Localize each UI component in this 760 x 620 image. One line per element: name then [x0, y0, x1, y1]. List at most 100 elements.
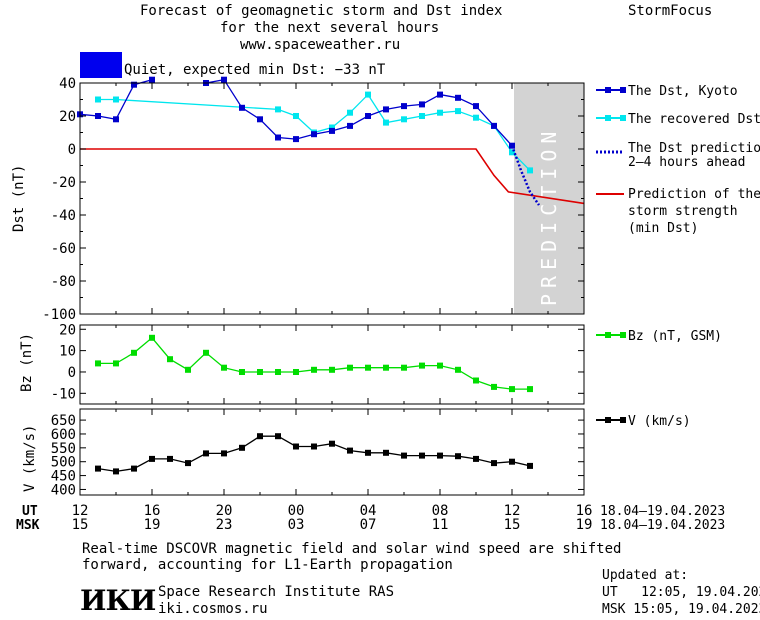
dst-kyoto-point-12 — [293, 136, 299, 143]
v-point-6 — [203, 450, 209, 457]
status-text: Quiet, expected min Dst: −33 nT — [124, 62, 386, 78]
dst-kyoto-point-10 — [257, 116, 263, 123]
legend-dst-recovered-marker — [605, 115, 611, 121]
dst-recovered-point-16 — [527, 167, 533, 174]
legend-bz-marker — [605, 332, 611, 338]
updated-ut: UT 12:05, 19.04.2023 — [602, 585, 760, 600]
status-swatch — [80, 52, 122, 78]
ut-tick-label-3: 00 — [288, 503, 305, 519]
v-point-14 — [347, 447, 353, 454]
msk-tick-label-0: 15 — [72, 517, 89, 533]
legend-v-marker — [605, 417, 611, 423]
legend-dst-kyoto-marker-2 — [620, 87, 626, 93]
dst-kyoto-point-9 — [239, 104, 245, 111]
v-point-16 — [383, 449, 389, 456]
title-line2: for the next several hours — [220, 20, 440, 36]
bz-point-10 — [275, 369, 281, 375]
bz-point-12 — [311, 366, 317, 373]
dst-kyoto-point-11 — [275, 134, 281, 141]
institute-website[interactable]: iki.cosmos.ru — [158, 601, 268, 617]
dst-kyoto-point-23 — [491, 122, 497, 129]
v-point-17 — [401, 452, 407, 459]
v-point-12 — [311, 443, 317, 450]
dst-kyoto-point-17 — [383, 106, 389, 113]
dst-kyoto-point-16 — [365, 113, 371, 119]
dst-prediction-line-0 — [510, 145, 541, 206]
bz-panel-frame — [79, 324, 585, 405]
ut-label: UT — [22, 504, 38, 519]
bz-point-1 — [113, 360, 119, 367]
v-line-0 — [97, 435, 531, 473]
dst-recovered-point-9 — [401, 116, 407, 123]
v-point-8 — [239, 444, 245, 451]
dst-ytick-label-1: -80 — [51, 274, 76, 290]
dst-axis-title: Dst (nT) — [11, 165, 27, 232]
v-point-15 — [365, 449, 371, 456]
dst-recovered-point-2 — [275, 106, 281, 113]
dst-recovered-point-15 — [509, 149, 515, 156]
ut-tick-label-2: 20 — [216, 503, 233, 519]
ut-tick-label-7: 16 — [576, 503, 593, 519]
bz-ytick-label-3: 20 — [59, 322, 76, 338]
iki-logo: ИКИ — [80, 584, 156, 617]
bz-axis-title: Bz (nT) — [19, 333, 35, 392]
legend-dst-recovered-marker-2 — [620, 115, 626, 121]
v-point-24 — [527, 462, 533, 469]
bz-point-18 — [419, 362, 425, 369]
bz-point-7 — [221, 364, 227, 371]
dst-kyoto-line-1 — [205, 78, 513, 147]
legend-dst-recovered: The recovered Dst — [628, 112, 760, 127]
bz-point-8 — [239, 369, 245, 375]
v-panel-frame — [79, 408, 585, 496]
legend: The Dst, Kyoto The recovered Dst The Dst… — [596, 84, 760, 429]
dst-kyoto-point-3 — [131, 81, 137, 88]
msk-tick-label-2: 23 — [216, 517, 233, 533]
dst-ytick-label-5: 0 — [68, 142, 76, 158]
bz-point-19 — [437, 362, 443, 369]
dst-recovered-point-13 — [473, 114, 479, 121]
dst-kyoto-point-20 — [437, 91, 443, 98]
bz-point-6 — [203, 349, 209, 356]
institute-name: Space Research Institute RAS — [158, 584, 395, 600]
dst-recovered-point-10 — [419, 113, 425, 119]
bz-point-13 — [329, 366, 335, 373]
msk-tick-label-5: 11 — [432, 517, 449, 533]
site-url[interactable]: www.spaceweather.ru — [240, 37, 401, 53]
v-axis-title: V (km/s) — [22, 425, 38, 492]
bz-point-9 — [257, 369, 263, 375]
v-point-22 — [491, 460, 497, 467]
dst-ytick-label-6: 20 — [59, 109, 76, 125]
v-ytick-label-1: 450 — [51, 469, 76, 485]
msk-tick-label-3: 03 — [288, 517, 305, 533]
bz-point-20 — [455, 366, 461, 373]
bz-point-22 — [491, 383, 497, 390]
msk-label: MSK — [16, 518, 40, 533]
bz-point-0 — [95, 360, 101, 367]
dst-kyoto-point-4 — [149, 76, 155, 83]
dst-panel-frame — [79, 82, 585, 315]
dst-kyoto-point-15 — [347, 122, 353, 129]
v-point-3 — [149, 455, 155, 462]
msk-tick-label-7: 19 — [576, 517, 593, 533]
title-line1: Forecast of geomagnetic storm and Dst in… — [140, 3, 503, 19]
bz-point-24 — [527, 386, 533, 393]
prediction-band-label: PREDICTION — [537, 126, 561, 306]
dst-kyoto-point-1 — [95, 113, 101, 119]
bz-point-4 — [167, 356, 173, 363]
brand-name: StormFocus — [628, 3, 713, 19]
msk-date-range: 18.04–19.04.2023 — [600, 518, 725, 533]
msk-tick-label-6: 15 — [504, 517, 521, 533]
legend-storm-2: storm strength — [628, 204, 738, 219]
v-point-2 — [131, 465, 137, 472]
v-point-10 — [275, 433, 281, 440]
note-line1: Real-time DSCOVR magnetic field and sola… — [82, 541, 622, 557]
v-point-11 — [293, 443, 299, 450]
bz-ytick-label-1: 0 — [68, 365, 76, 381]
dst-ytick-label-2: -60 — [51, 241, 76, 257]
legend-dst-kyoto: The Dst, Kyoto — [628, 84, 738, 99]
v-point-13 — [329, 440, 335, 447]
dst-recovered-point-1 — [113, 96, 119, 103]
dst-kyoto-point-21 — [455, 94, 461, 101]
bz-point-11 — [293, 369, 299, 375]
